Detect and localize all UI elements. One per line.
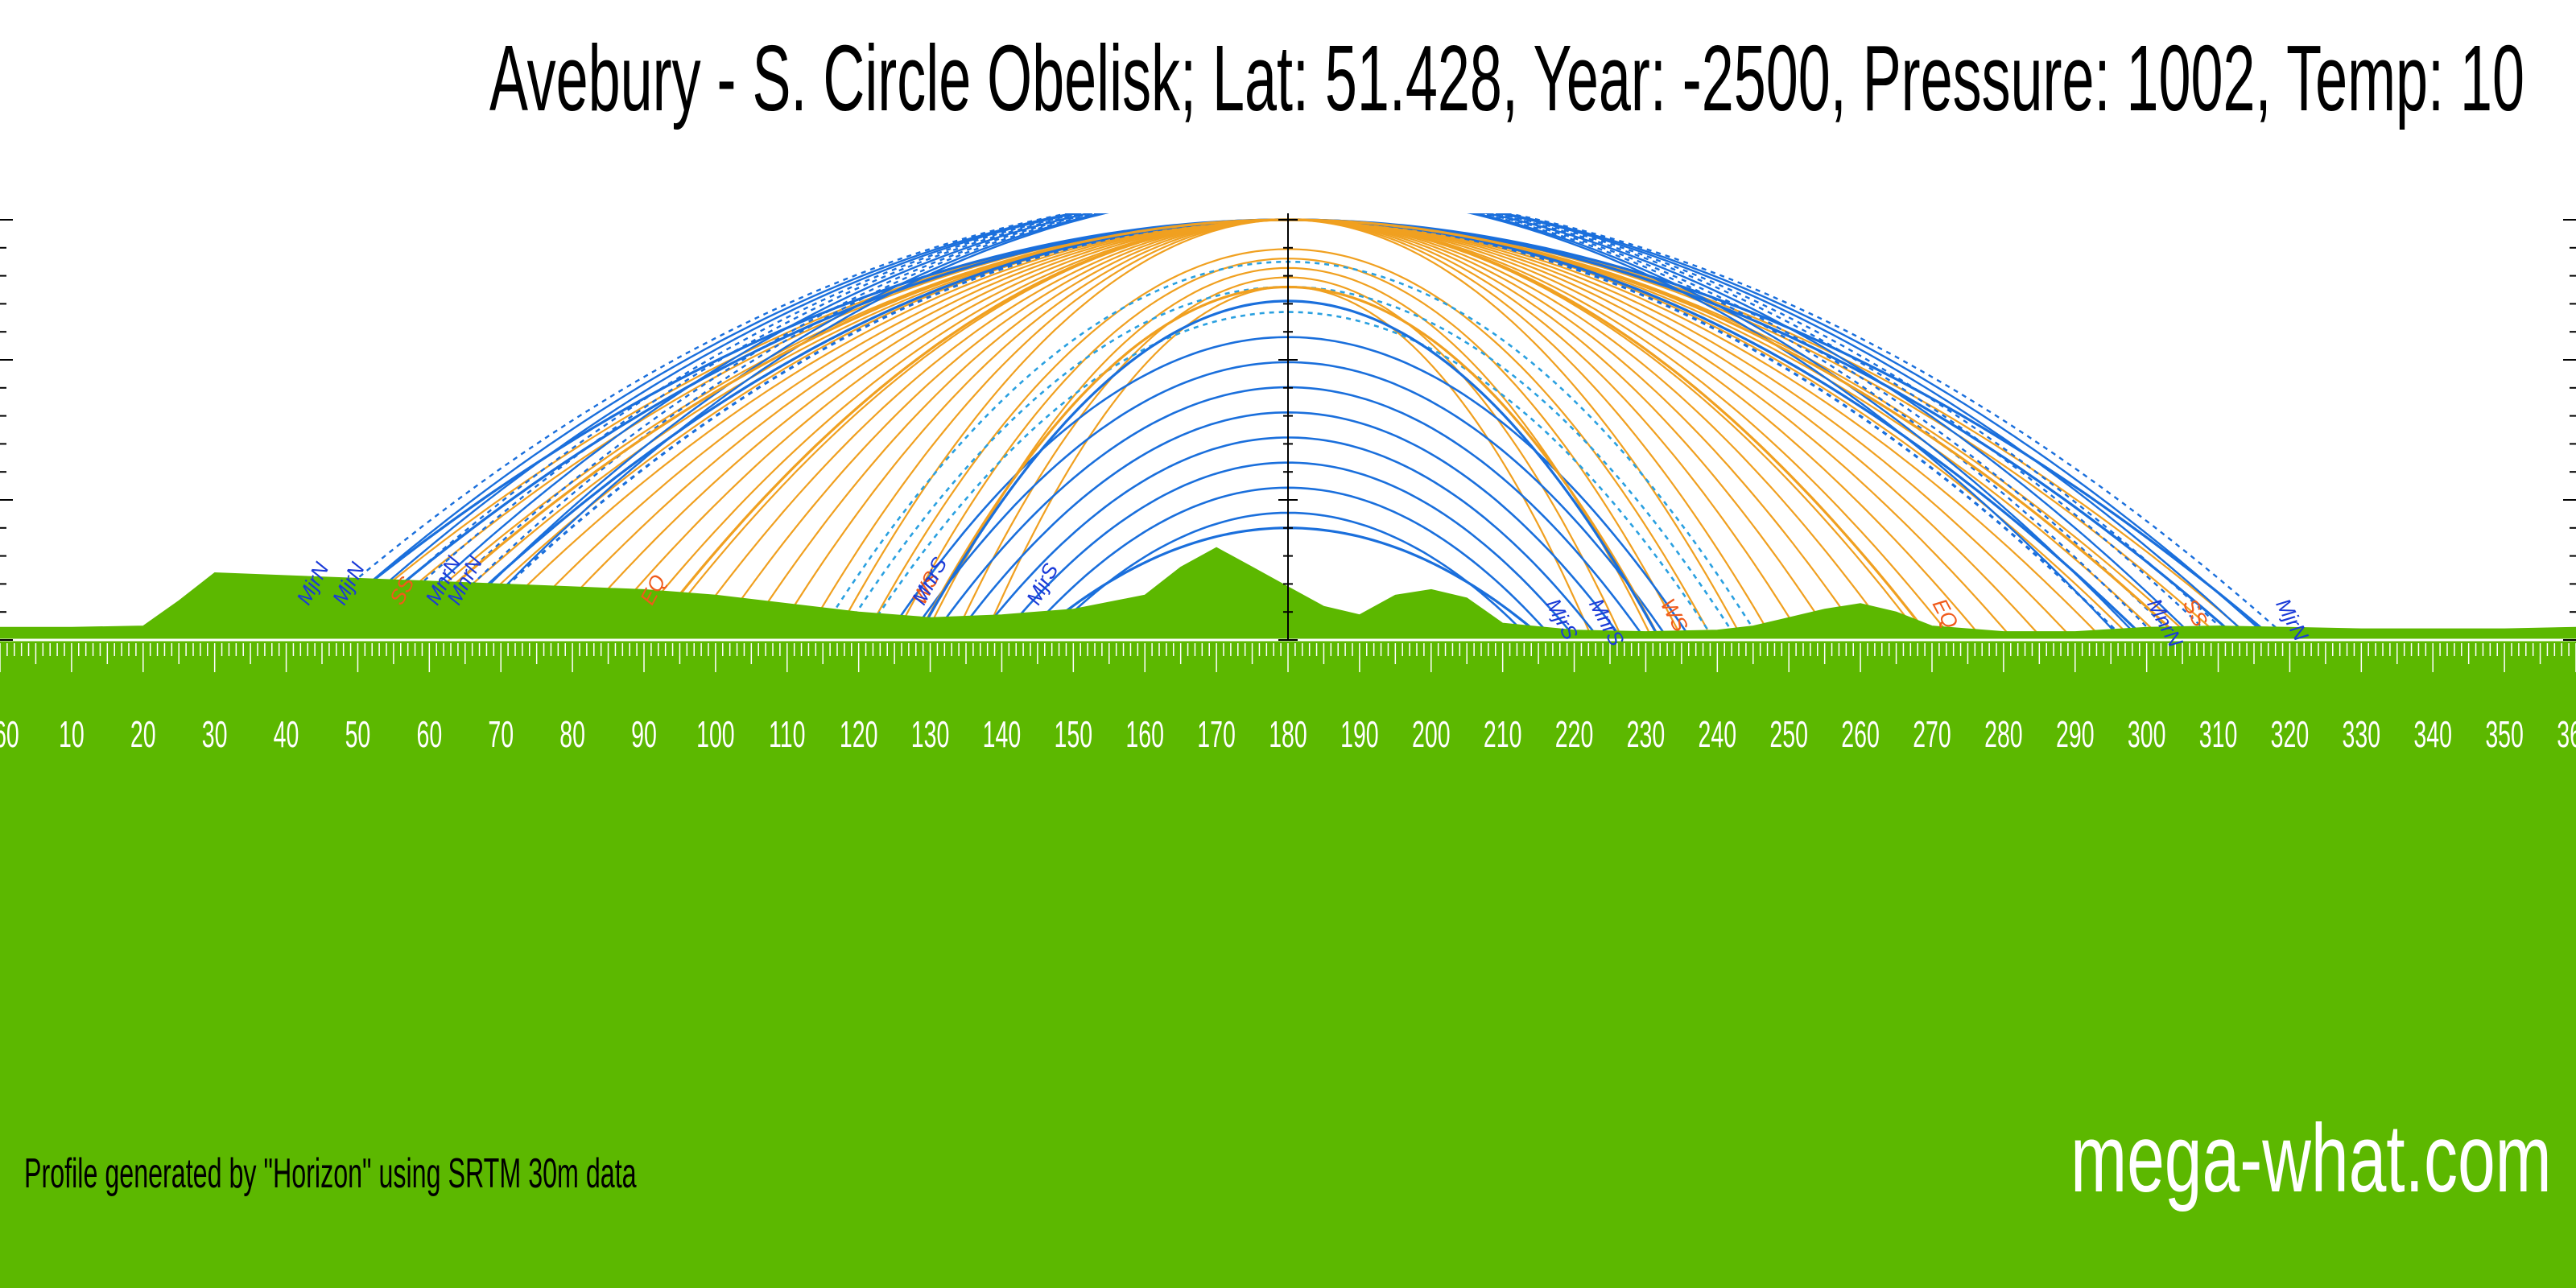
azimuth-tick-label: 360 (0, 714, 19, 756)
moon-path-line (415, 213, 2157, 640)
series-line-mnrn (449, 218, 2127, 640)
azimuth-tick-label: 160 (1125, 714, 1164, 756)
sun-path-line (892, 258, 1682, 640)
moon-path-line (1021, 486, 1553, 640)
azimuth-tick-label: 190 (1340, 714, 1379, 756)
moon-path-line (360, 213, 2215, 640)
moon-path-line (452, 213, 2122, 640)
moon-path-line (285, 213, 2291, 640)
ground-fill (0, 640, 2576, 1288)
azimuth-tick-label: 230 (1627, 714, 1666, 756)
chart-title: Avebury - S. Circle Obelisk; Lat: 51.428… (489, 26, 2524, 130)
azimuth-tick-label: 100 (696, 714, 735, 756)
azimuth-tick-label: 150 (1055, 714, 1093, 756)
azimuth-tick-label: 50 (345, 714, 371, 756)
azimuth-tick-label: 340 (2413, 714, 2452, 756)
azimuth-tick-label: 90 (631, 714, 657, 756)
azimuth-tick-label: 180 (1269, 714, 1307, 756)
azimuth-tick-label: 320 (2271, 714, 2310, 756)
azimuth-tick-label: 310 (2199, 714, 2238, 756)
moon-path-line (906, 361, 1667, 640)
azimuth-tick-label: 30 (202, 714, 228, 756)
azimuth-tick-label: 70 (488, 714, 514, 756)
azimuth-tick-label: 260 (1841, 714, 1880, 756)
moon-path-line (952, 411, 1620, 640)
azimuth-tick-label: 300 (2128, 714, 2166, 756)
moon-path-line (303, 213, 2267, 640)
azimuth-tick-label: 210 (1484, 714, 1522, 756)
azimuth-tick-label: 240 (1699, 714, 1737, 756)
azimuth-tick-label: 350 (2485, 714, 2524, 756)
moon-path-line (997, 461, 1572, 640)
azimuth-tick-label: 200 (1412, 714, 1451, 756)
sun-path-line (502, 218, 2070, 640)
azimuth-tick-label: 130 (911, 714, 950, 756)
sun-path-line (351, 218, 2221, 640)
azimuth-tick-label: 360 (2557, 714, 2576, 756)
azimuth-tick-label: 330 (2343, 714, 2381, 756)
brand-watermark: mega-what.com (2070, 1104, 2552, 1212)
moon-path-line (322, 213, 2249, 640)
azimuth-tick-label: 10 (59, 714, 85, 756)
azimuth-tick-label: 280 (1984, 714, 2023, 756)
azimuth-tick-label: 270 (1913, 714, 1951, 756)
rise-label-mnrs: MnrS (907, 553, 952, 609)
sun-path-line (592, 218, 1982, 640)
azimuth-tick-label: 140 (983, 714, 1022, 756)
profile-credit: Profile generated by "Horizon" using SRT… (24, 1150, 637, 1197)
sun-path-line (952, 276, 1620, 640)
azimuth-tick-label: 20 (130, 714, 156, 756)
azimuth-tick-label: 220 (1555, 714, 1594, 756)
sun-path-line (862, 248, 1708, 640)
moon-path-line (397, 213, 2174, 640)
azimuth-tick-label: 290 (2056, 714, 2095, 756)
azimuth-tick-label: 40 (274, 714, 299, 756)
sun-path-line (712, 218, 1859, 640)
azimuth-tick-label: 110 (769, 714, 805, 756)
azimuth-tick-label: 80 (559, 714, 585, 756)
azimuth-tick-label: 120 (840, 714, 878, 756)
azimuth-tick-label: 170 (1197, 714, 1236, 756)
azimuth-tick-label: 250 (1769, 714, 1808, 756)
azimuth-tick-label: 60 (416, 714, 442, 756)
